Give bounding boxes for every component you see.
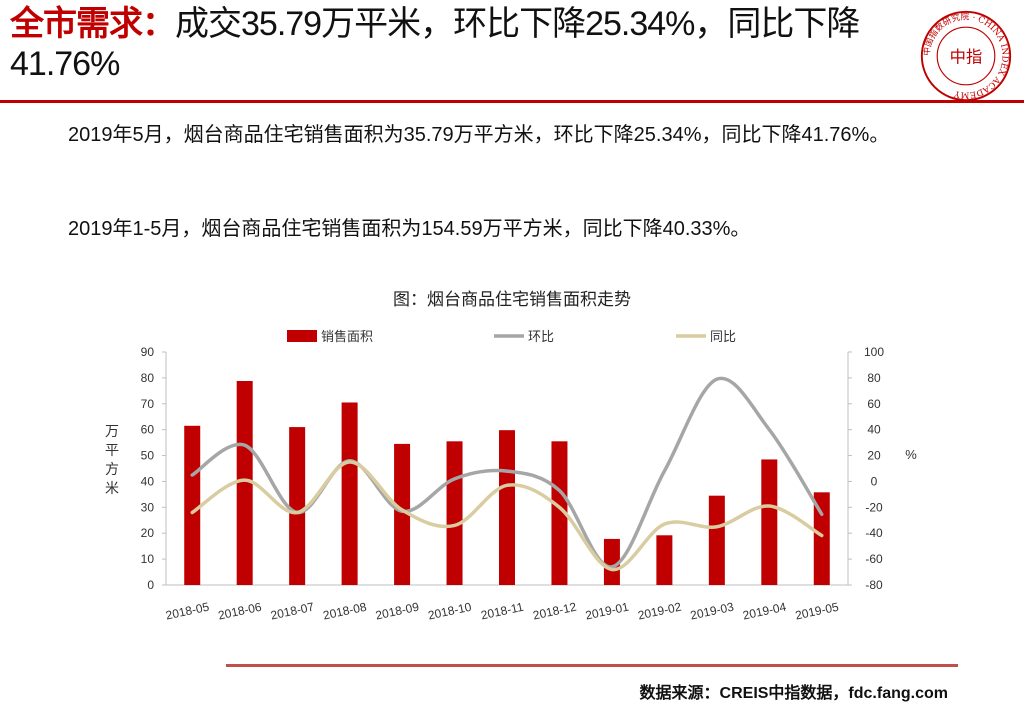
x-tick-label: 2018-12 <box>532 600 578 623</box>
right-tick-label: 60 <box>867 397 881 411</box>
right-tick-label: 80 <box>867 371 881 385</box>
chart-title: 图：烟台商品住宅销售面积走势 <box>393 290 631 309</box>
legend-label: 环比 <box>528 329 554 344</box>
x-tick-label: 2018-05 <box>164 600 210 623</box>
title-divider <box>0 100 1024 103</box>
bar-sales-area <box>289 427 306 585</box>
x-tick-label: 2018-08 <box>322 600 368 623</box>
bar-sales-area <box>708 495 725 585</box>
right-tick-label: 20 <box>867 449 881 463</box>
footer-divider <box>226 664 958 667</box>
bar-sales-area <box>761 459 778 585</box>
left-tick-label: 60 <box>141 423 155 437</box>
bar-sales-area <box>656 535 673 585</box>
bar-sales-area <box>813 492 830 585</box>
right-tick-label: 40 <box>867 423 881 437</box>
right-tick-label: 0 <box>871 474 878 488</box>
x-tick-label: 2019-01 <box>584 600 630 623</box>
left-tick-label: 0 <box>147 578 154 592</box>
seal-center-text: 中指 <box>950 48 983 67</box>
data-source: 数据来源：CREIS中指数据，fdc.fang.com <box>639 685 948 702</box>
left-axis-label-char: 方 <box>105 461 119 477</box>
paragraph-monthly: 2019年5月，烟台商品住宅销售面积为35.79万平方米，环比下降25.34%，… <box>68 124 890 146</box>
left-tick-label: 10 <box>141 552 155 566</box>
x-tick-label: 2018-06 <box>217 600 263 623</box>
title-accent: 全市需求： <box>10 5 176 43</box>
bar-sales-area <box>603 538 620 585</box>
x-tick-label: 2018-09 <box>374 600 420 623</box>
legend-swatch-bar <box>287 330 317 342</box>
bar-sales-area <box>236 380 253 585</box>
x-tick-label: 2018-10 <box>427 600 473 623</box>
left-tick-label: 30 <box>141 500 155 514</box>
legend-label: 同比 <box>710 329 736 344</box>
bar-sales-area <box>341 402 358 585</box>
x-tick-label: 2018-11 <box>480 600 525 623</box>
left-axis-label-char: 万 <box>105 423 119 439</box>
page-title: 全市需求：成交35.79万平米，环比下降25.34%，同比下降41.76% <box>10 4 910 84</box>
x-tick-label: 2019-03 <box>689 600 735 623</box>
right-tick-label: 100 <box>864 345 884 359</box>
title-rest: 成交35.79万平米，环比下降25.34%，同比下降41.76% <box>10 5 860 83</box>
left-tick-label: 50 <box>141 449 155 463</box>
right-tick-label: -60 <box>865 552 883 566</box>
left-tick-label: 40 <box>141 474 155 488</box>
bar-sales-area <box>551 441 568 585</box>
legend-label: 销售面积 <box>321 329 373 344</box>
paragraph-ytd: 2019年1-5月，烟台商品住宅销售面积为154.59万平方米，同比下降40.3… <box>68 218 751 240</box>
bar-sales-area <box>394 443 411 585</box>
bar-sales-area <box>499 430 515 585</box>
left-axis-label-char: 平 <box>105 442 119 458</box>
right-tick-label: -80 <box>865 578 883 592</box>
left-tick-label: 80 <box>141 371 155 385</box>
left-tick-label: 70 <box>141 397 155 411</box>
x-tick-label: 2018-07 <box>269 600 315 623</box>
right-tick-label: -20 <box>865 500 883 514</box>
right-axis-label: % <box>905 447 917 462</box>
line-series-yoy <box>190 460 824 572</box>
left-tick-label: 90 <box>141 345 155 359</box>
x-tick-label: 2019-02 <box>637 600 683 623</box>
bar-sales-area <box>184 425 201 585</box>
left-tick-label: 20 <box>141 526 155 540</box>
x-tick-label: 2019-05 <box>794 600 840 623</box>
bar-sales-area <box>446 441 463 585</box>
x-tick-label: 2019-04 <box>741 600 787 623</box>
left-axis-label-char: 米 <box>105 480 119 496</box>
right-tick-label: -40 <box>865 526 883 540</box>
